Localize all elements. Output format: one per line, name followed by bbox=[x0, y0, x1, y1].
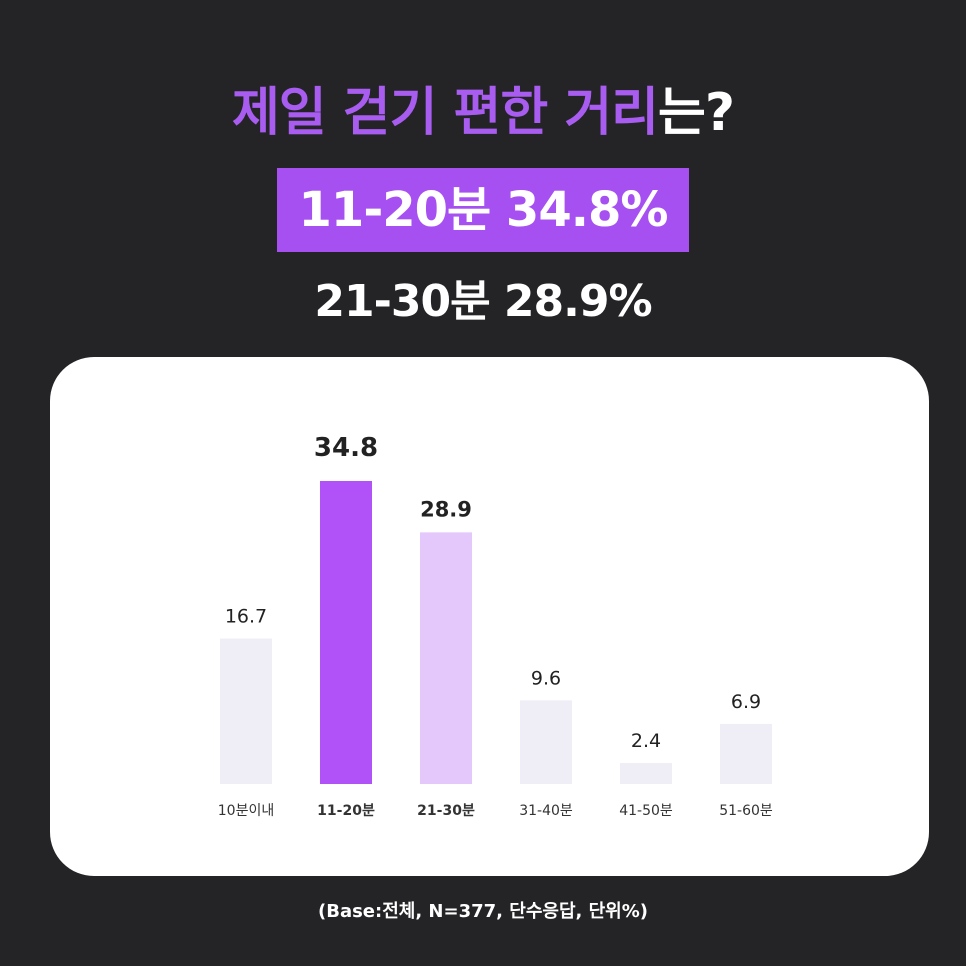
footnote: (Base:전체, N=377, 단수응답, 단위%) bbox=[318, 901, 648, 922]
value-label-6: 6.9 bbox=[731, 691, 761, 713]
highlight-secondary: 21-30분 28.9% bbox=[314, 276, 652, 327]
chart-card: 16.7 10분이내 34.8 11-20분 28.9 21-30분 9.6 31-40분 2.… bbox=[50, 357, 929, 876]
category-label-6: 51-60분 bbox=[719, 803, 773, 819]
value-label-2: 34.8 bbox=[314, 433, 378, 463]
bar-4 bbox=[520, 700, 572, 784]
value-label-5: 2.4 bbox=[631, 730, 661, 752]
highlight-primary-wrap: 11-20분 34.8% bbox=[0, 168, 966, 252]
bar-2 bbox=[320, 481, 372, 784]
category-label-5: 41-50분 bbox=[619, 803, 673, 819]
bar-1 bbox=[220, 638, 272, 784]
bar-6 bbox=[720, 723, 772, 784]
bar-chart: 16.7 10분이내 34.8 11-20분 28.9 21-30분 9.6 31-40분 2.… bbox=[218, 433, 773, 819]
category-label-1: 10분이내 bbox=[218, 803, 274, 819]
title-rest: 는? bbox=[658, 83, 735, 143]
page-title: 제일 걷기 편한 거리는? bbox=[0, 70, 966, 145]
category-label-3: 21-30분 bbox=[417, 803, 475, 819]
value-label-1: 16.7 bbox=[225, 606, 267, 628]
title-accent: 제일 걷기 편한 거리 bbox=[231, 83, 659, 143]
category-label-2: 11-20분 bbox=[317, 803, 375, 819]
value-label-3: 28.9 bbox=[420, 497, 472, 521]
bar-3 bbox=[420, 532, 472, 784]
category-label-4: 31-40분 bbox=[519, 803, 573, 819]
value-label-4: 9.6 bbox=[531, 667, 561, 689]
bar-5 bbox=[620, 763, 672, 784]
highlight-primary: 11-20분 34.8% bbox=[276, 168, 690, 252]
